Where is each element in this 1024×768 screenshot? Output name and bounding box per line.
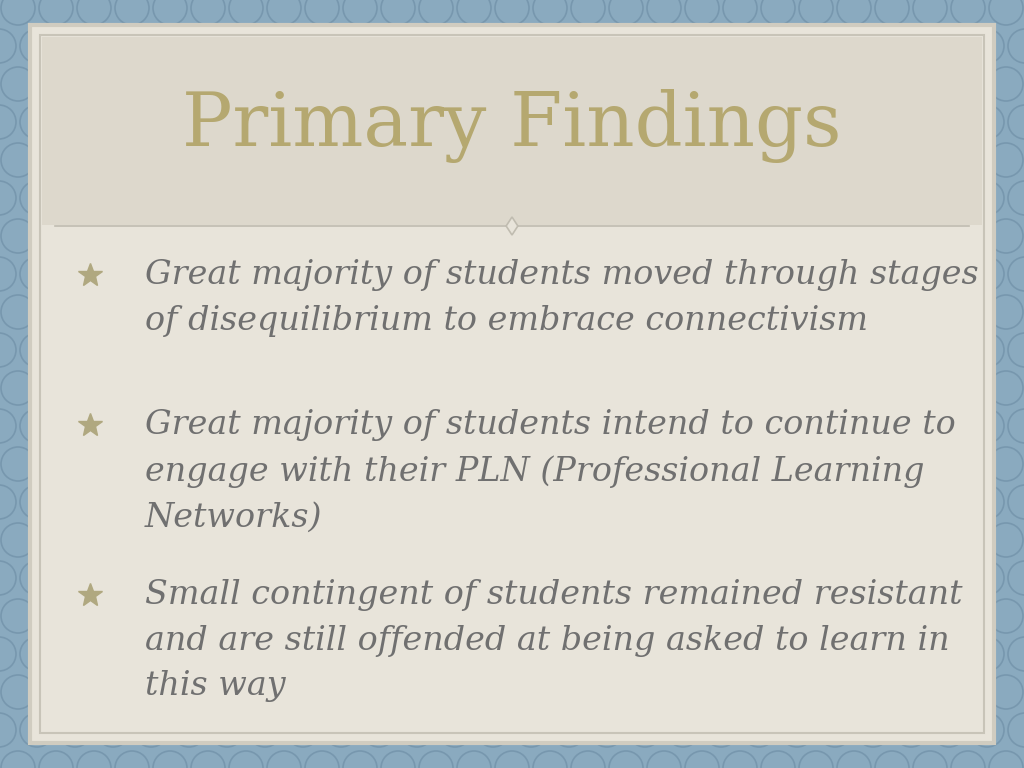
Text: Small contingent of students remained resistant
and are still offended at being : Small contingent of students remained re… — [145, 579, 963, 703]
Text: Great majority of students moved through stages
of disequilibrium to embrace con: Great majority of students moved through… — [145, 259, 979, 336]
Text: Great majority of students intend to continue to
engage with their PLN (Professi: Great majority of students intend to con… — [145, 409, 955, 534]
Text: Primary Findings: Primary Findings — [182, 89, 842, 163]
Polygon shape — [506, 217, 518, 235]
Bar — [42, 37, 982, 225]
